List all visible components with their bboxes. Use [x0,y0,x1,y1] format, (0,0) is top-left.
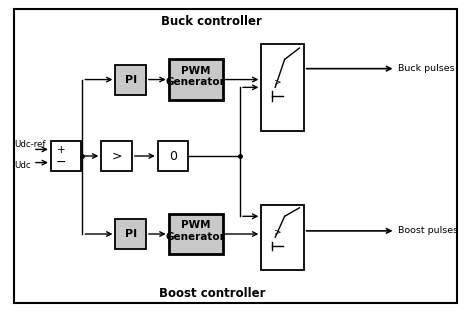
Text: Udc: Udc [14,161,31,170]
Bar [169,214,223,254]
Text: +: + [57,145,66,155]
Bar [51,141,82,171]
Text: Boost controller: Boost controller [159,287,265,300]
Text: PI: PI [125,75,137,85]
Text: >: > [274,227,282,236]
Bar [101,141,132,171]
Text: >: > [111,149,122,163]
Bar [158,141,188,171]
Bar [261,205,304,270]
Bar [261,44,304,131]
Text: Udc-ref: Udc-ref [14,140,46,149]
Bar [115,219,146,249]
Text: PWM
Generator: PWM Generator [166,220,226,242]
Text: −: − [56,156,67,169]
Text: 0: 0 [169,149,177,163]
Text: Buck pulses: Buck pulses [398,64,455,73]
Text: Buck controller: Buck controller [162,15,262,28]
Text: PI: PI [125,229,137,239]
Bar [115,65,146,95]
Text: >: > [274,77,282,86]
Text: Boost pulses: Boost pulses [398,227,458,235]
Text: PWM
Generator: PWM Generator [166,66,226,87]
Bar [169,59,223,100]
